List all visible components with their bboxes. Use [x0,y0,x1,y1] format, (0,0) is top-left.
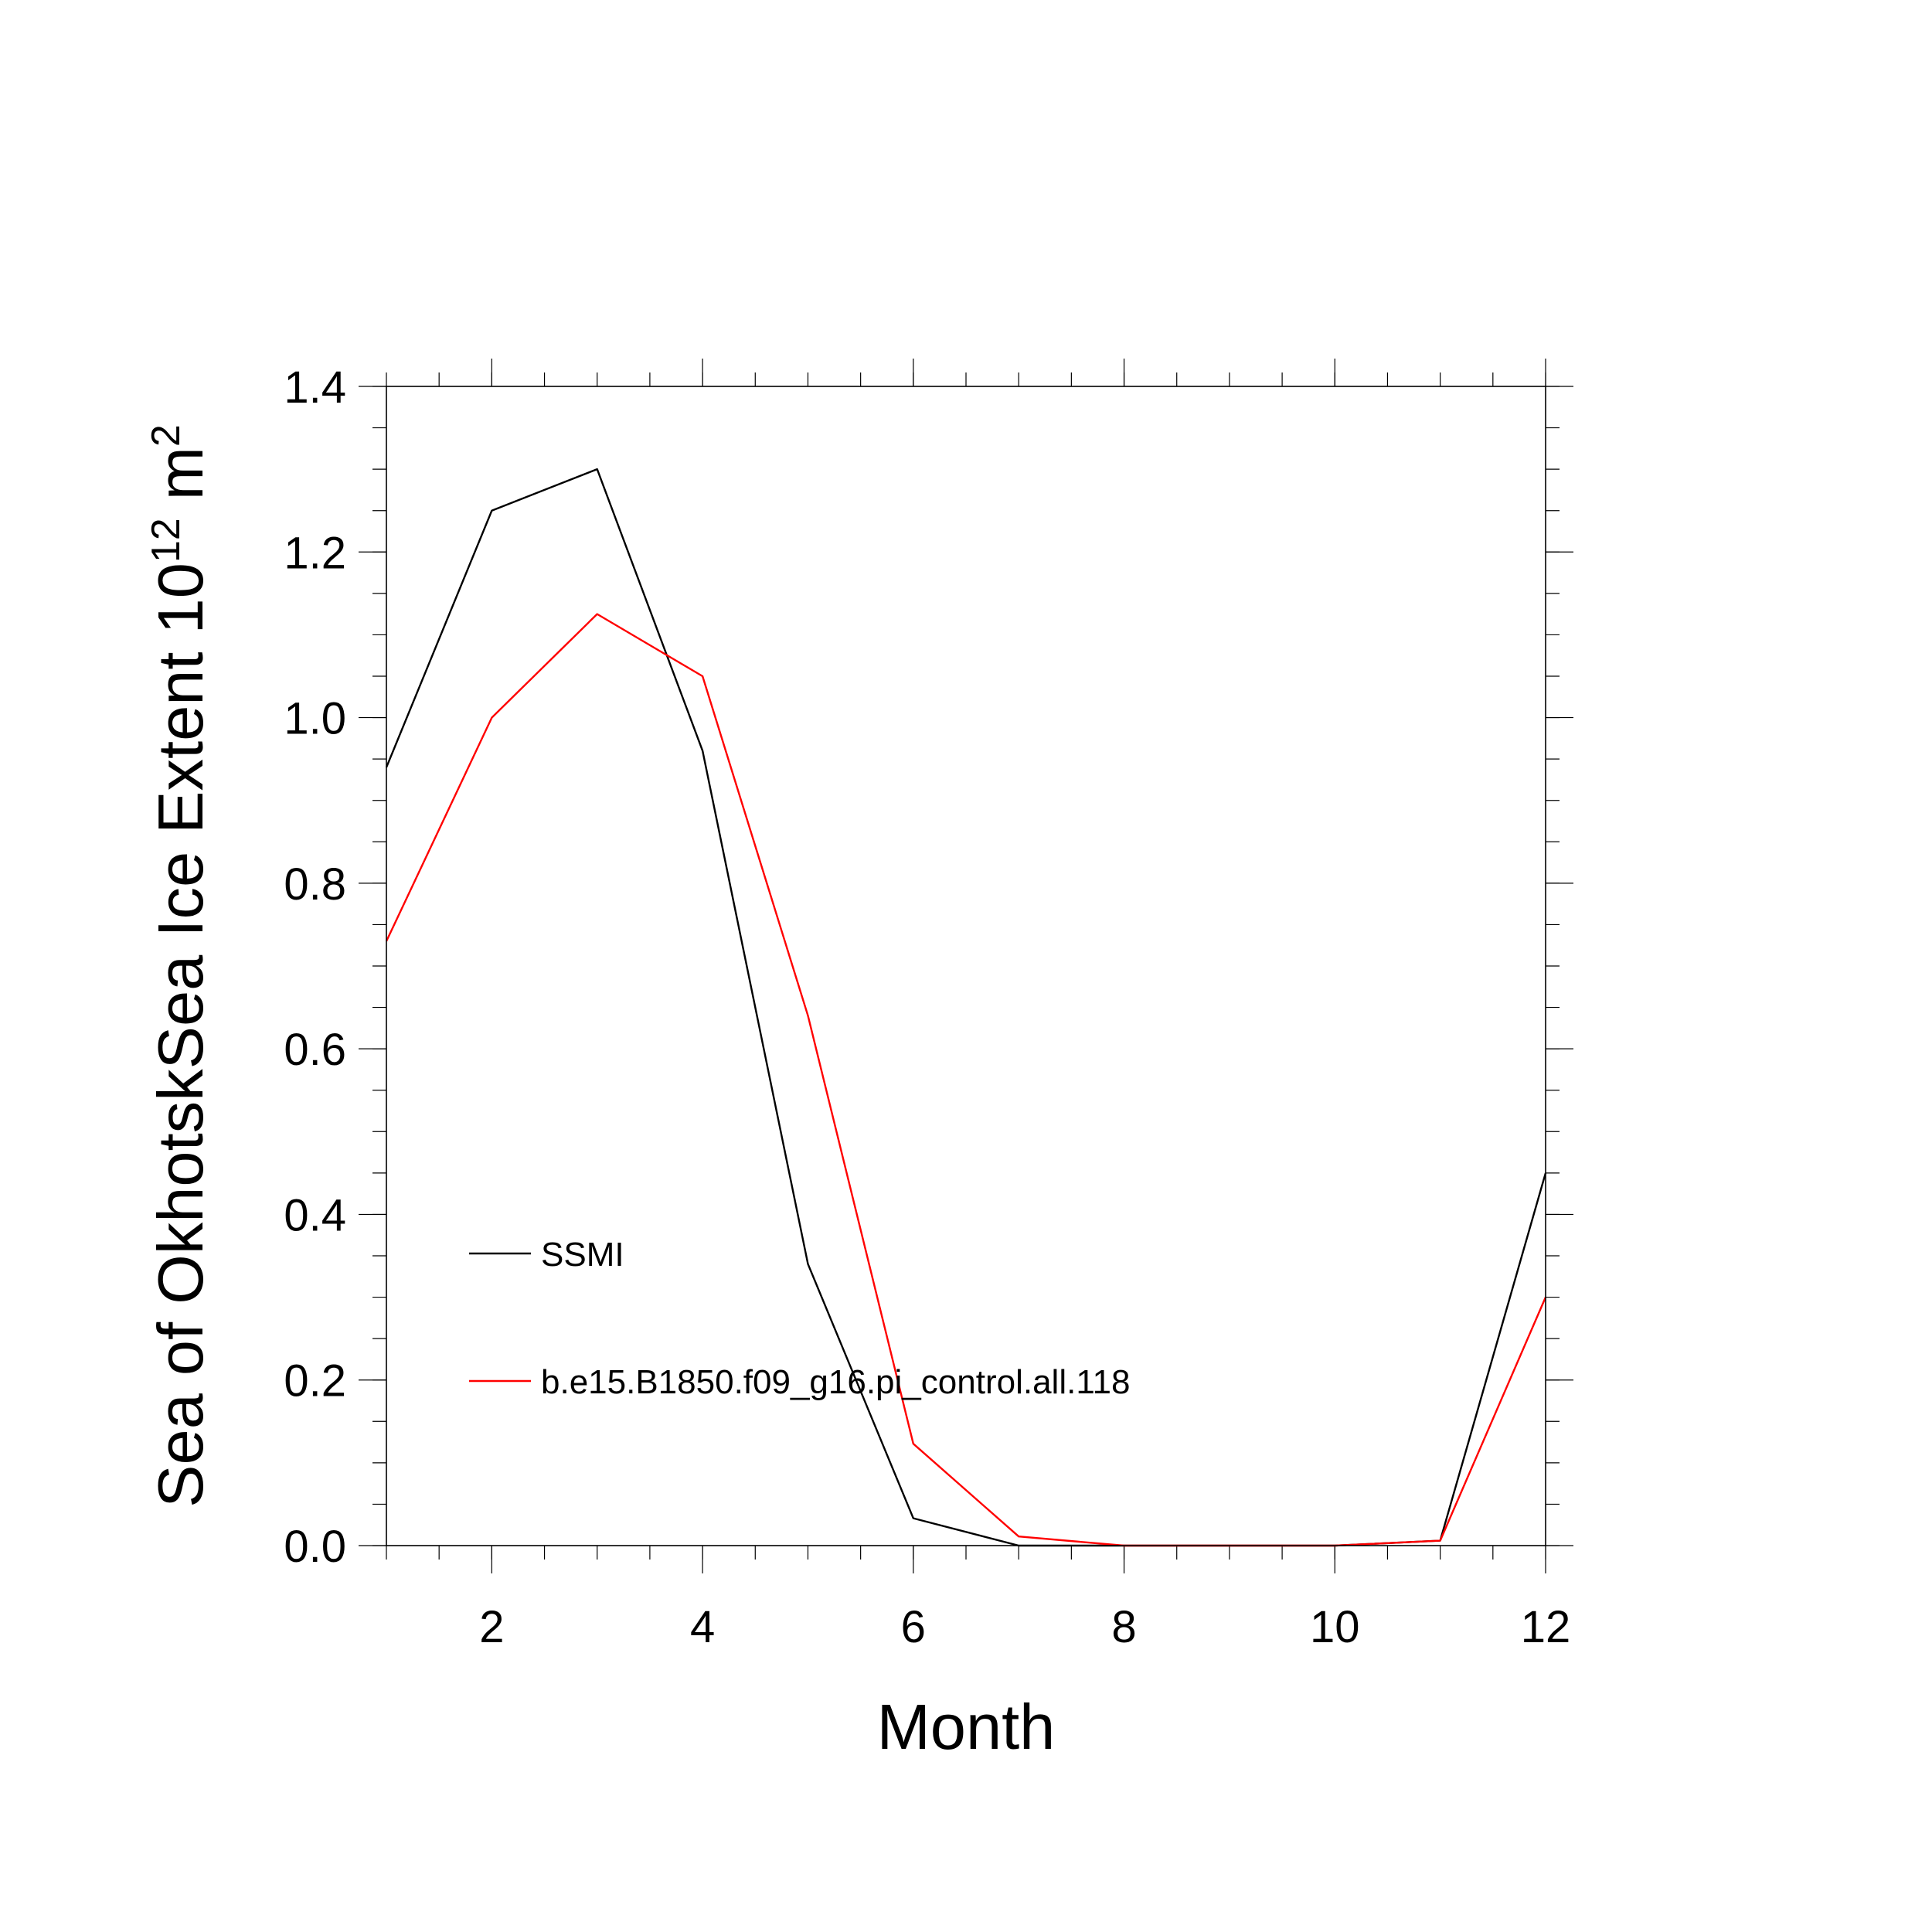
y-tick-label: 1.2 [284,528,346,578]
x-tick-label: 4 [690,1602,715,1652]
plot-frame [386,386,1546,1546]
y-tick-label: 0.0 [284,1522,346,1572]
legend-label-1: SSMI [541,1236,624,1274]
x-axis-label: Month [877,1691,1056,1763]
x-tick-label: 8 [1111,1602,1136,1652]
y-tick-label: 0.4 [284,1190,346,1240]
y-axis-label-unit-exponent: 2 [144,424,189,447]
y-axis-label-unit: m [145,447,216,518]
y-tick-label: 1.4 [284,362,346,413]
y-tick-label: 0.2 [284,1356,346,1406]
x-tick-labels: 2 4 6 8 10 12 [479,1602,1570,1652]
legend-label-2: b.e15.B1850.f09_g16.pi_control.all.118 [541,1363,1130,1401]
y-axis-label-main: Sea of OkhotskSea Ice Extent 10 [145,563,216,1508]
series-layer [385,468,1547,1547]
x-tick-label: 2 [479,1602,504,1652]
y-tick-label: 0.6 [284,1025,346,1075]
series-line-2 [385,613,1547,1547]
x-tick-label: 10 [1310,1602,1360,1652]
major-ticks [359,359,1573,1573]
x-tick-label: 6 [901,1602,926,1652]
x-tick-label: 12 [1521,1602,1571,1652]
y-axis-label-exponent: 12 [144,518,189,563]
y-tick-label: 0.8 [284,859,346,910]
y-tick-label: 1.0 [284,694,346,744]
y-axis-label: Sea of OkhotskSea Ice Extent 1012 m2 [144,424,216,1508]
y-tick-labels: 0.0 0.2 0.4 0.6 0.8 1.0 1.2 1.4 [284,362,346,1572]
legend: SSMI b.e15.B1850.f09_g16.pi_control.all.1… [469,1236,1130,1401]
